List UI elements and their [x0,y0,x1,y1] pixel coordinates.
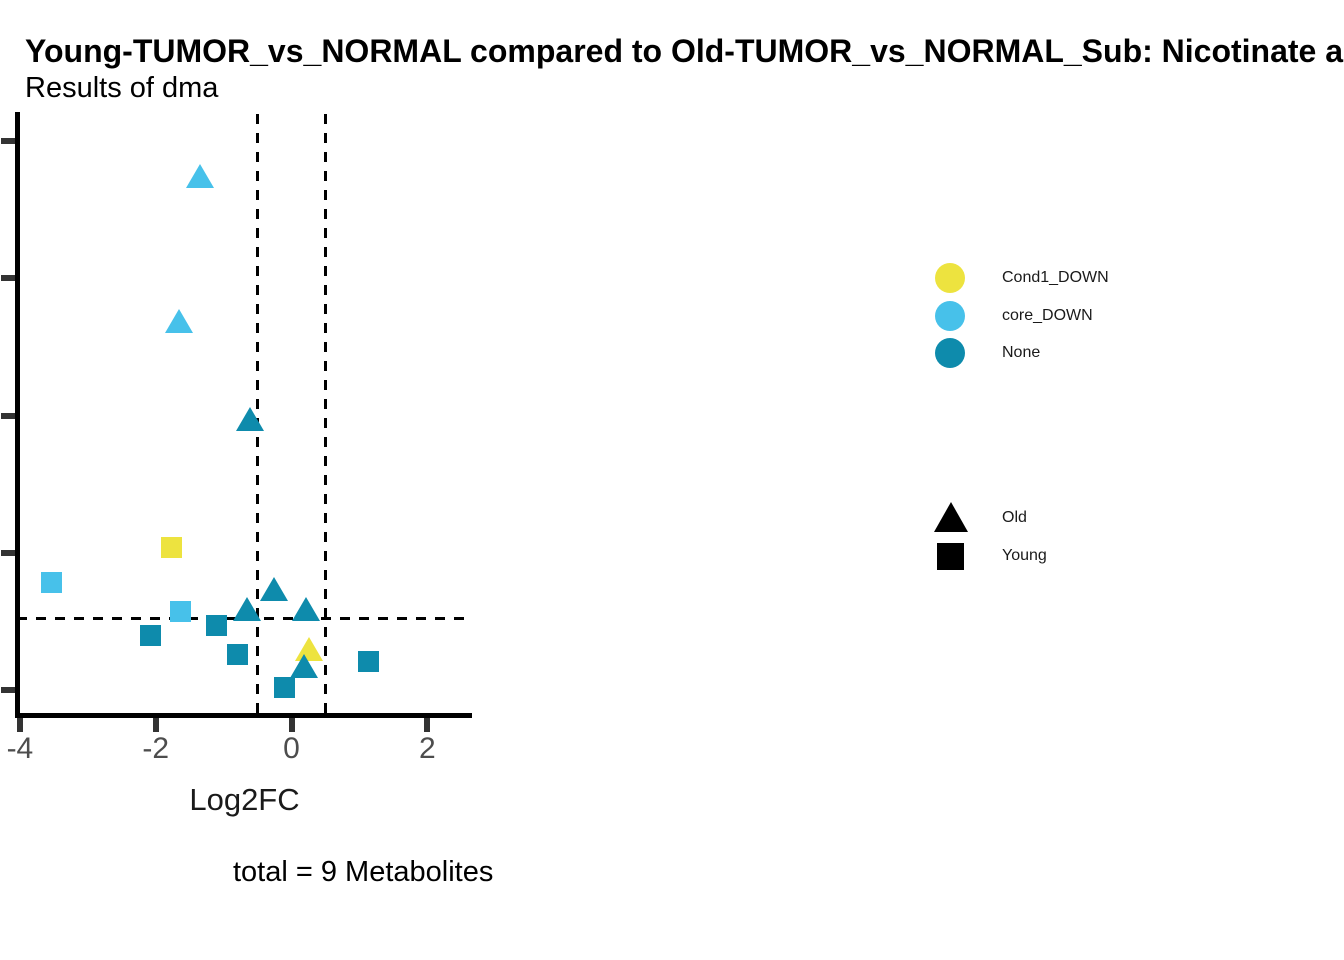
x-tick-label: -4 [6,732,34,765]
x-tick-label: 0 [283,732,300,765]
y-tick [1,138,15,145]
data-point [273,676,295,698]
data-point [236,406,265,431]
legend-swatch-circle [935,263,965,293]
data-point [206,615,228,637]
x-axis-line [15,713,472,718]
legend-label: None [1002,344,1041,362]
x-axis-title: Log2FC [189,782,300,817]
data-point [170,601,192,623]
legend-label: Young [1002,547,1047,564]
y-tick [1,275,15,282]
data-point [291,597,320,622]
legend-label: core_DOWN [1002,306,1093,324]
data-point [160,536,182,558]
data-point [139,624,161,646]
x-tick [424,718,431,732]
threshold-line-vertical [323,114,327,713]
y-tick [1,412,15,419]
chart-title: Young-TUMOR_vs_NORMAL compared to Old-TU… [25,33,1344,69]
data-point [232,597,261,622]
x-tick [288,718,295,732]
chart-subtitle: Results of dma [25,72,219,104]
x-tick [152,718,159,732]
legend-label: Cond1_DOWN [1002,269,1109,286]
data-point [185,163,214,188]
data-point [289,653,318,678]
y-axis-line [15,112,20,717]
legend-swatch-circle [935,300,965,331]
legend-swatch-square [937,543,964,570]
legend-swatch-circle [935,338,965,369]
x-tick-label: -2 [142,732,170,765]
x-tick-label: 2 [418,732,436,765]
legend-label: Old [1002,509,1027,526]
x-tick [16,718,23,732]
legend-swatch-triangle [934,502,968,532]
y-tick [1,687,15,693]
data-point [164,309,193,334]
data-point [41,572,63,594]
caption: total = 9 Metabolites [233,856,494,888]
y-tick [1,549,15,556]
data-point [358,650,380,672]
data-point [259,576,288,601]
data-point [226,643,248,665]
